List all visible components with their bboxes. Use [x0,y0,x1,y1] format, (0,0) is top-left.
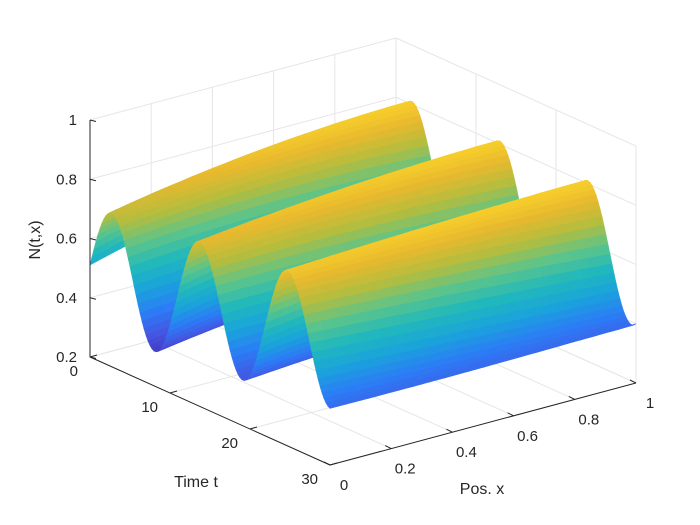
position-tick-label: 0.2 [395,461,416,478]
z-tick-mark [89,238,97,241]
wall-grid-line [89,96,397,180]
time-tick-mark [169,390,178,394]
time-tick-label: 10 [141,399,158,416]
position-tick-mark [446,428,453,433]
axes-lines [89,119,637,466]
z-tick-mark [89,297,97,300]
time-tick-label: 20 [221,435,238,452]
surface [89,100,637,409]
surface-patch [605,273,617,285]
z-tick-mark [89,356,97,359]
position-tick-label: 0 [340,477,348,494]
position-tick-label: 1 [646,395,654,412]
time-axis-label: Time t [174,474,218,491]
time-tick-mark [249,426,258,430]
surface-patch [601,253,613,266]
time-tick-mark [89,354,98,358]
surface-patch [597,234,609,247]
z-axis-label: N(t,x) [27,220,44,259]
z-tick-label: 0.2 [56,349,77,366]
z-tick-label: 0.8 [56,171,77,188]
floor-grid-line [150,340,392,450]
time-axis-line [89,356,331,466]
surface-patch [417,137,429,149]
z-axis-ticks: 0.2 0.4 0.6 0.8 1 [56,112,77,366]
surface-patch [507,185,519,197]
position-tick-mark [384,445,392,450]
z-tick-label: 0.6 [56,231,77,248]
wall-grid-line [395,96,637,206]
z-tick-label: 1 [69,112,77,129]
surface-patch [603,263,615,276]
time-tick-mark [329,462,338,466]
surface-patch [505,176,517,188]
z-tick-mark [89,178,97,182]
surface-patch [593,216,605,228]
time-tick-label: 30 [301,471,318,488]
position-axis-label: Pos. x [460,481,504,498]
position-tick-mark [568,395,576,400]
time-tick-label: 0 [70,363,78,380]
surface-patch [599,244,611,256]
position-tick-label: 0.4 [456,444,477,461]
position-tick-mark [507,412,514,417]
position-tick-label: 0.8 [578,411,599,428]
time-axis-ticks: 0 10 20 30 [70,363,318,488]
z-tick-mark [89,119,97,122]
position-axis-ticks: 0 0.2 0.4 0.6 0.8 1 [340,395,654,494]
wall-grid-line [395,37,637,147]
position-axis-line [329,382,637,466]
position-tick-label: 0.6 [517,428,538,445]
surface-patch [626,323,637,328]
z-tick-label: 0.4 [56,290,77,307]
position-tick-mark [323,461,331,466]
surface-patch [595,225,607,237]
surface-patch [419,145,431,158]
position-tick-mark [629,379,637,384]
wall-grid-line [89,37,397,121]
